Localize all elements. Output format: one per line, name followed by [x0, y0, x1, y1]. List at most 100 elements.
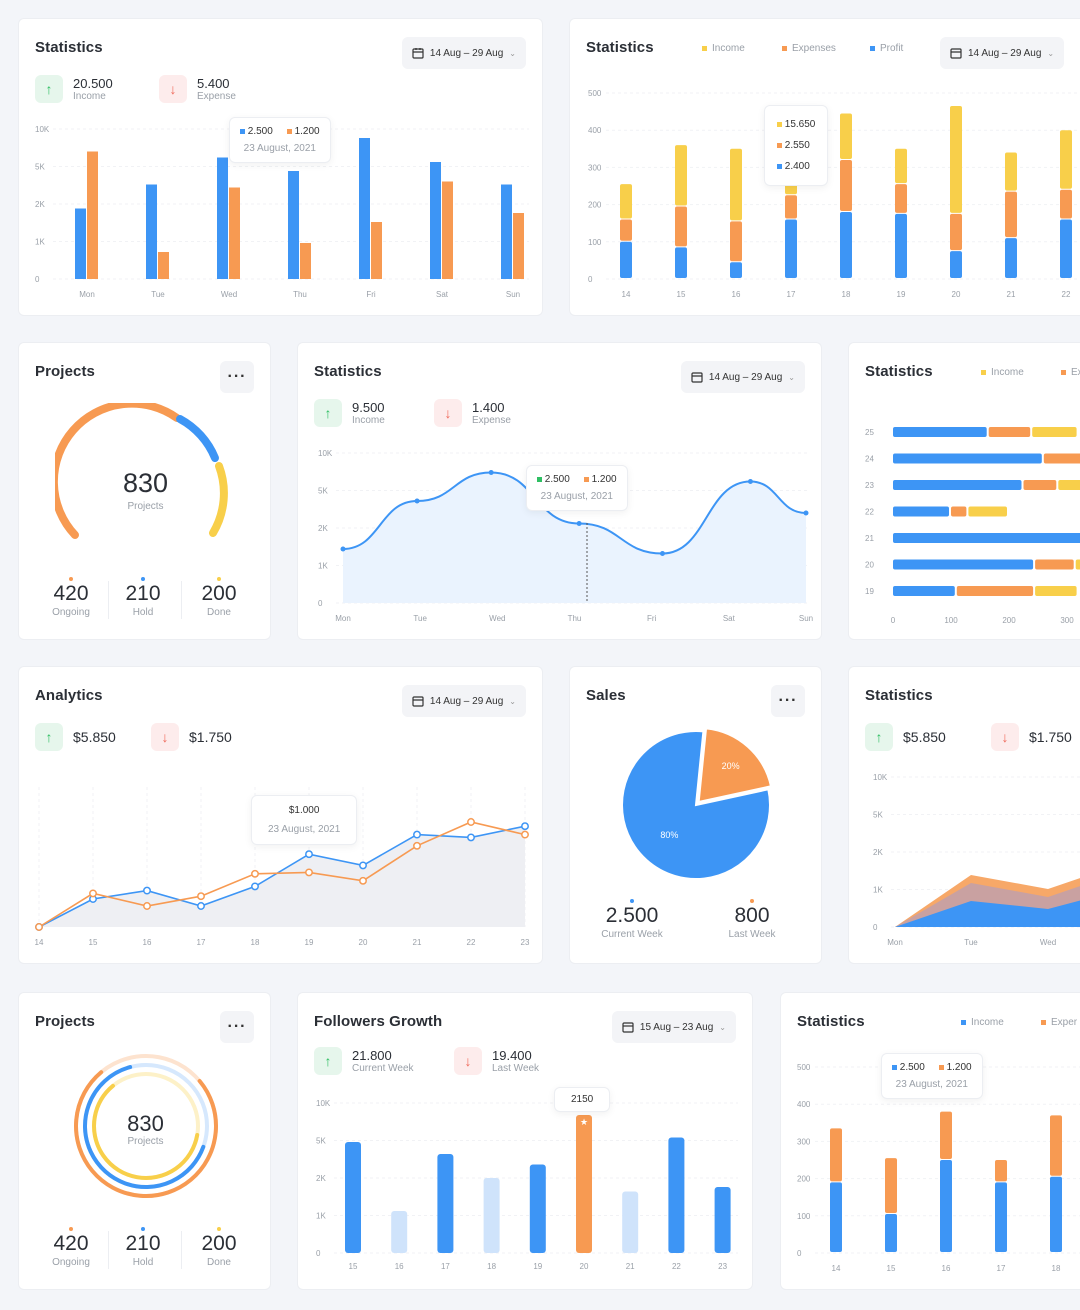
stat-label: Ongoing [52, 1257, 90, 1268]
more-icon[interactable]: ··· [220, 1011, 254, 1043]
bar-segment [1050, 1176, 1062, 1252]
gauge-arc-done [209, 462, 228, 537]
kpi-label: Income [352, 415, 385, 426]
star-icon: ★ [580, 1117, 588, 1127]
bar-segment [951, 506, 967, 517]
divider [108, 581, 109, 619]
x-tick-label: 22 [467, 938, 476, 947]
x-tick-label: Mon [79, 290, 95, 299]
kpi-income: ↑ $5.850 [865, 723, 946, 751]
stat-value: 210 [125, 582, 161, 605]
chevron-down-icon: ⌄ [719, 1022, 726, 1032]
bar-segment-expenses [1060, 189, 1072, 219]
arrow-down-icon: ↓ [159, 75, 187, 103]
bar-segment-expenses [1005, 191, 1017, 238]
x-tick-label: 21 [626, 1262, 635, 1271]
y-tick-label: 1K [35, 238, 45, 247]
card-title: Statistics [797, 1013, 865, 1030]
bar-segment-profit [730, 148, 742, 221]
x-tick-label: 19 [533, 1262, 542, 1271]
card-projects-rings: Projects ··· 830 Projects 420 Ongoing 210… [18, 992, 271, 1290]
y-tick-label: 2K [873, 848, 883, 857]
bar-segment-income [1005, 238, 1017, 278]
bar-segment-expenses [730, 221, 742, 262]
x-tick-label: 16 [395, 1262, 404, 1271]
date-picker[interactable]: 14 Aug – 29 Aug ⌄ [940, 37, 1065, 69]
date-picker[interactable]: 15 Aug – 23 Aug ⌄ [611, 1011, 736, 1043]
chart-tooltip: 2.500 1.200 23 August, 2021 [229, 117, 331, 163]
data-point [747, 479, 753, 484]
kpi-income: ↑ 20.500 Income [35, 75, 113, 103]
stat-last-week: 800 Last Week [712, 899, 792, 940]
kpi-label: Expense [197, 91, 236, 102]
y-tick-label: 23 [865, 481, 874, 490]
x-tick-label: 21 [1007, 290, 1016, 299]
y-tick-label: 2K [35, 200, 45, 209]
x-tick-label: 200 [1002, 616, 1016, 625]
kpi-expense: ↓ 5.400 Expense [159, 75, 236, 103]
bar-segment [1032, 427, 1077, 437]
y-tick-label: 400 [588, 126, 602, 135]
more-icon[interactable]: ··· [220, 361, 254, 393]
legend-label: Income [971, 1017, 1004, 1028]
kpi-income: ↑ $5.850 [35, 723, 116, 751]
card-title: Statistics [35, 39, 103, 56]
x-tick-label: Mon [335, 614, 351, 623]
legend-income: Income [981, 367, 1024, 378]
arrow-up-icon: ↑ [314, 1047, 342, 1075]
bar-segment [893, 586, 955, 596]
kpi-income: ↑ 9.500 Income [314, 399, 385, 427]
y-tick-label: 5K [35, 163, 45, 172]
bar-segment [1023, 480, 1057, 490]
data-point [359, 876, 367, 885]
data-point [413, 841, 421, 850]
bar [622, 1191, 639, 1253]
x-tick-label: 18 [487, 1262, 496, 1271]
calendar-icon [622, 1022, 634, 1033]
x-tick-label: 19 [897, 290, 906, 299]
y-tick-label: 200 [588, 201, 602, 210]
kpi-value: 5.400 [197, 76, 230, 91]
x-tick-label: 23 [521, 938, 530, 947]
x-tick-label: 17 [197, 938, 206, 947]
more-icon[interactable]: ··· [771, 685, 805, 717]
x-tick-label: 18 [1052, 1264, 1061, 1273]
stat-current-week: 2.500 Current Week [592, 899, 672, 940]
data-point [659, 551, 665, 556]
data-point [467, 833, 475, 842]
data-point [251, 882, 259, 891]
y-tick-label: 0 [797, 1249, 802, 1258]
area-layer [895, 900, 1080, 927]
data-point [467, 818, 475, 826]
tooltip-value: 2.500 [247, 126, 273, 137]
bar-segment-income [620, 241, 632, 278]
data-point [143, 886, 151, 895]
stat-label: Ongoing [52, 607, 90, 618]
tooltip-date: 23 August, 2021 [895, 1079, 968, 1090]
x-tick-label: 20 [952, 290, 961, 299]
date-range: 14 Aug – 29 Aug [429, 695, 504, 707]
bar-segment [893, 506, 949, 517]
bar-segment-expenses [620, 219, 632, 241]
date-picker[interactable]: 14 Aug – 29 Aug ⌄ [401, 685, 526, 717]
bar [75, 208, 86, 279]
data-point [521, 822, 529, 831]
legend-income: Income [702, 43, 745, 54]
bar-segment-income [950, 251, 962, 278]
x-tick-label: Thu [568, 614, 582, 623]
data-point [576, 521, 582, 526]
x-tick-label: 17 [441, 1262, 450, 1271]
chevron-down-icon: ⌄ [509, 696, 516, 706]
ring-chart [74, 1054, 218, 1198]
arrow-down-icon: ↓ [151, 723, 179, 751]
area-fill [343, 472, 806, 603]
date-range: 14 Aug – 29 Aug [708, 371, 783, 383]
arrow-up-icon: ↑ [35, 75, 63, 103]
bar [371, 222, 382, 279]
legend-profit: Profit [870, 43, 903, 54]
date-picker[interactable]: 14 Aug – 29 Aug ⌄ [401, 37, 526, 69]
card-statistics-area: Statistics 14 Aug – 29 Aug ⌄ ↑ 9.500 Inco… [297, 342, 822, 640]
date-picker[interactable]: 14 Aug – 29 Aug ⌄ [680, 361, 805, 393]
kpi-label: Expense [472, 415, 511, 426]
y-tick-label: 400 [797, 1100, 811, 1109]
